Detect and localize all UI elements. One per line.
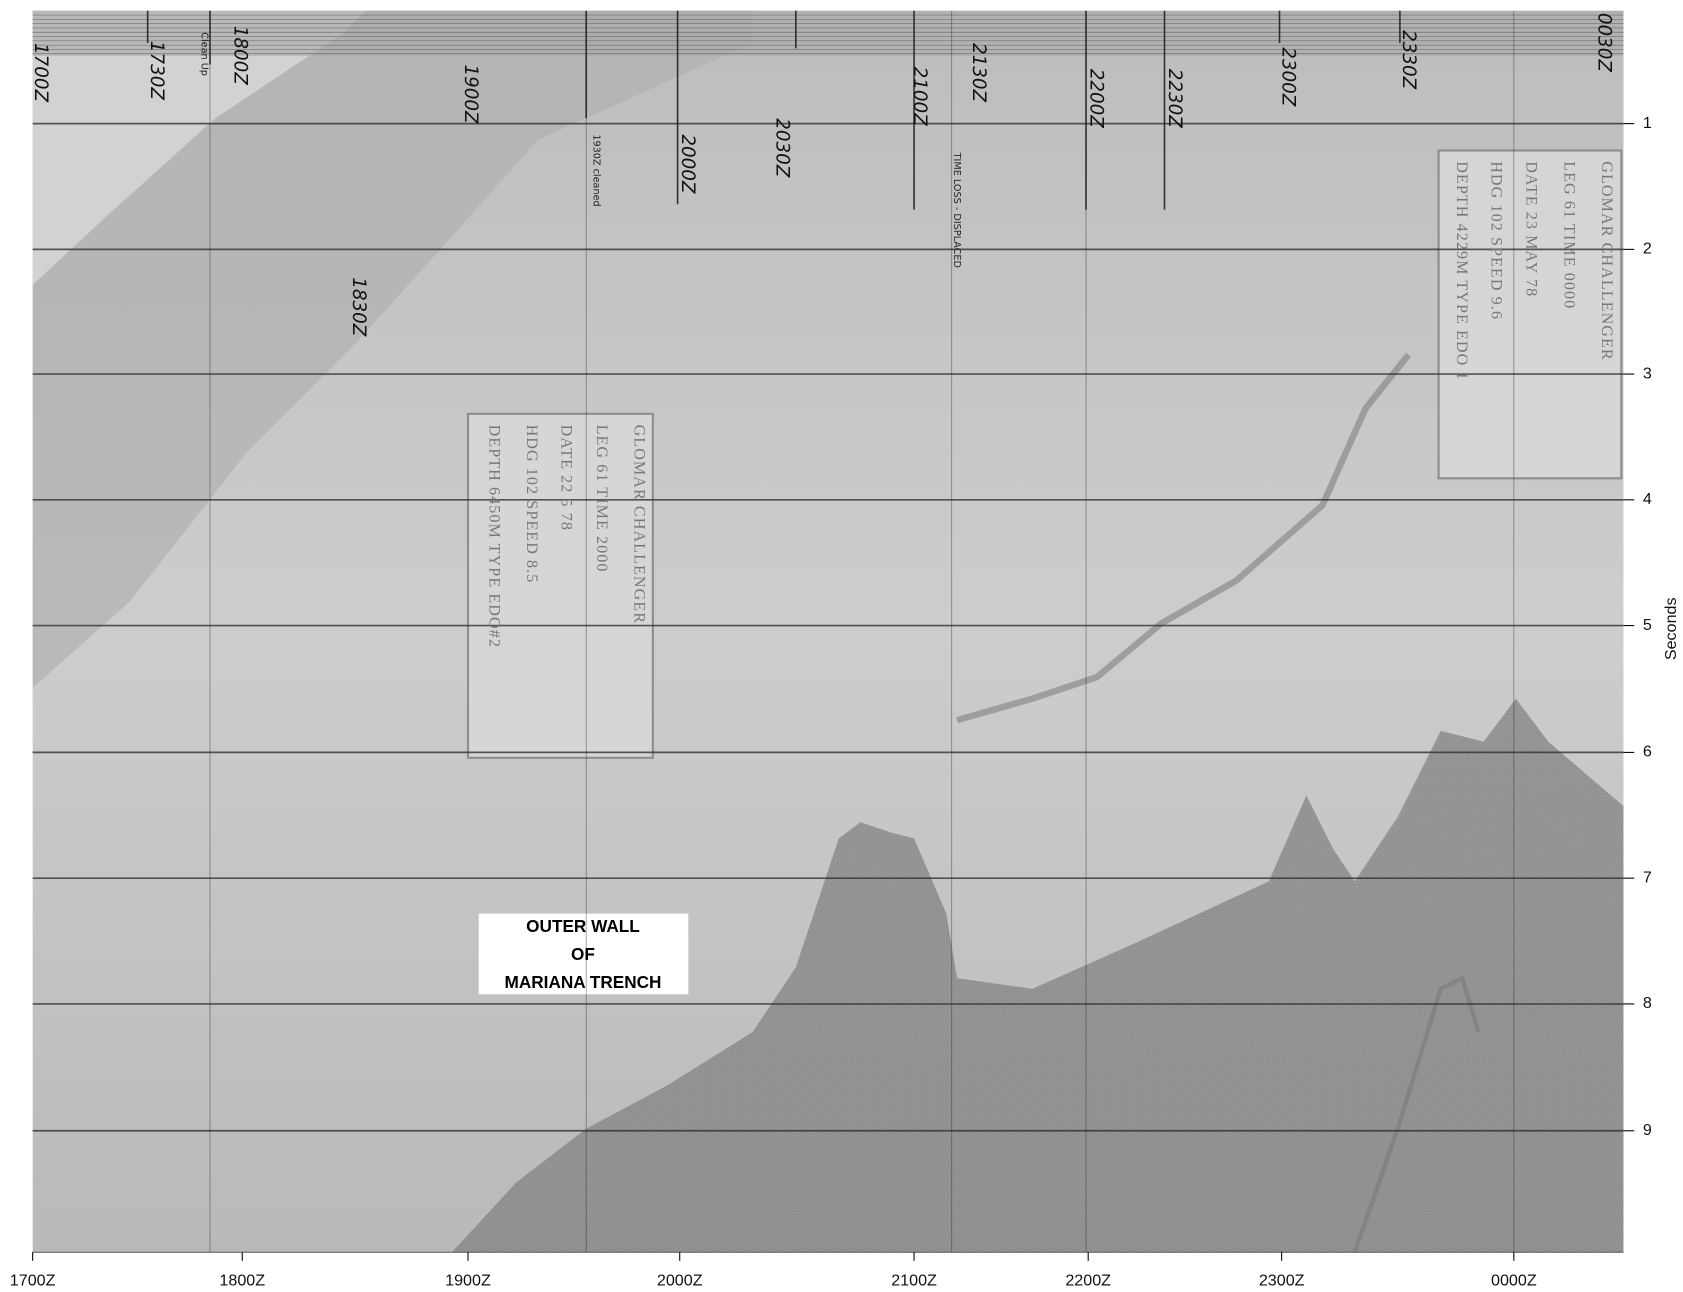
stamp-line: LEG 61 TIME 2000 — [593, 425, 610, 573]
x-tick-label: 2000Z — [657, 1272, 703, 1290]
stamp-line: HDG 102 SPEED 9.6 — [1487, 161, 1504, 320]
handwritten-label: 2100Z — [909, 67, 930, 126]
handwritten-label: 1700Z — [30, 43, 51, 102]
surface-lines — [33, 11, 1624, 56]
handwritten-label: 2000Z — [677, 134, 698, 193]
stamp-line: DATE 22 5 78 — [557, 425, 574, 531]
y-tick-label: 1 — [1643, 114, 1652, 132]
y-tick-label: 7 — [1643, 868, 1652, 886]
y-axis-title: Seconds — [1662, 597, 1680, 660]
stamp-line: LEG 61 TIME 0000 — [1560, 161, 1577, 309]
seismic-figure: 1 2 3 4 5 6 7 8 9 Seconds 1700Z 1800Z 1900Z 2000Z 2100… — [0, 0, 1683, 1292]
x-tick-label: 0000Z — [1491, 1272, 1537, 1290]
annotation-line: OF — [571, 944, 595, 964]
handwritten-label: 1800Z — [230, 26, 251, 85]
stamp-line: HDG 102 SPEED 8.5 — [523, 425, 540, 584]
handwritten-label: 2030Z — [771, 118, 792, 177]
y-tick-label: 2 — [1643, 240, 1652, 258]
handwritten-label: 1730Z — [146, 41, 167, 100]
handwritten-label: 1930Z cleaned — [591, 134, 602, 206]
y-tick-label: 3 — [1643, 364, 1652, 382]
y-tick-label: 4 — [1643, 490, 1652, 508]
stamp-line: GLOMAR CHALLENGER — [631, 425, 648, 624]
x-tick-label: 1900Z — [445, 1272, 491, 1290]
y-tick-label: 9 — [1643, 1121, 1652, 1139]
stamp-line: DEPTH 6450M TYPE EDO#2 — [485, 425, 502, 648]
handwritten-label: 0030Z — [1594, 13, 1615, 72]
annotation-line: MARIANA TRENCH — [505, 972, 662, 992]
handwritten-label: Clean Up — [198, 32, 209, 76]
annotation-line: OUTER WALL — [526, 916, 640, 936]
stamp-line: GLOMAR CHALLENGER — [1598, 161, 1615, 360]
page: { "x_axis": {"labels": ["1700Z", "1800Z"… — [0, 0, 1683, 1292]
y-tick-label: 5 — [1643, 616, 1652, 634]
surface-band — [33, 11, 1624, 56]
x-tick-label: 1800Z — [219, 1272, 265, 1290]
y-tick-label: 6 — [1643, 743, 1652, 761]
stamp-line: DEPTH 4229M TYPE EDO 1 — [1453, 161, 1470, 380]
x-tick-label: 2100Z — [891, 1272, 937, 1290]
handwritten-label: 1900Z — [460, 64, 481, 123]
handwritten-label: 2300Z — [1278, 47, 1299, 106]
x-tick-label: 2200Z — [1065, 1272, 1111, 1290]
handwritten-label: 2230Z — [1164, 69, 1185, 128]
handwritten-label: 2130Z — [968, 43, 989, 102]
handwritten-label: 2330Z — [1398, 30, 1419, 89]
handwritten-label: 1830Z — [348, 277, 369, 336]
handwritten-label: 2200Z — [1085, 69, 1106, 128]
x-tick-label: 1700Z — [10, 1272, 56, 1290]
stamp-line: DATE 23 MAY 78 — [1523, 161, 1540, 297]
handwritten-label: TIME LOSS - DISPLACED — [951, 152, 962, 268]
y-tick-label: 8 — [1643, 994, 1652, 1012]
x-tick-label: 2300Z — [1259, 1272, 1305, 1290]
